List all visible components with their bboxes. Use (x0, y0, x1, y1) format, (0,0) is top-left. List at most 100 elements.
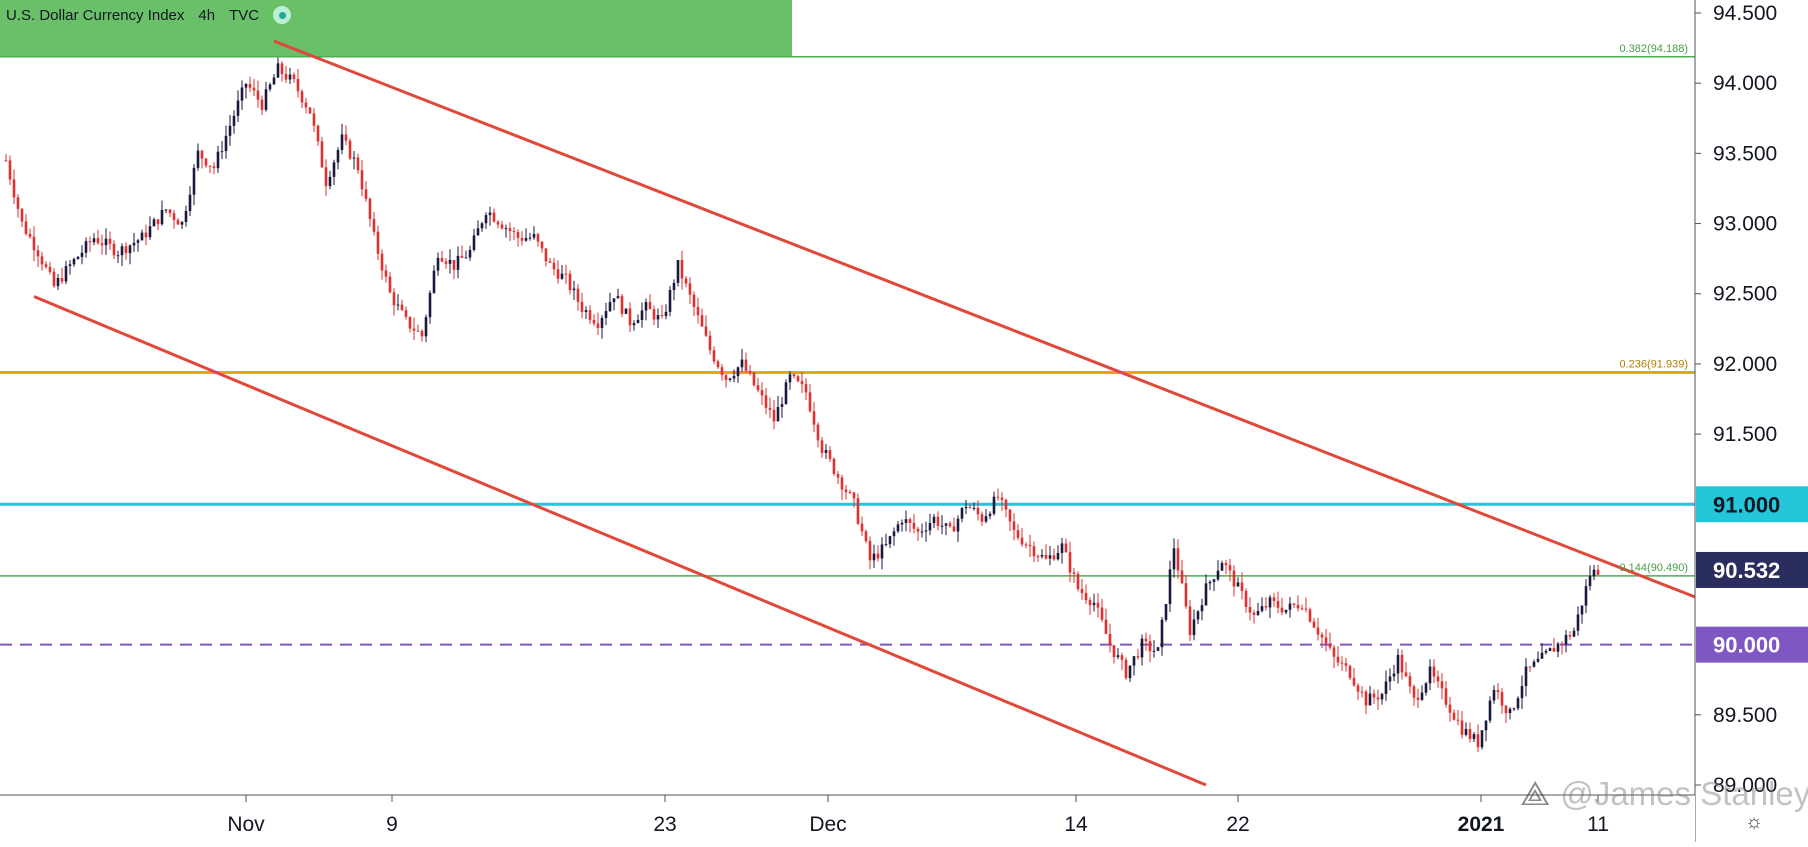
candle-body (788, 374, 792, 383)
candle-body (664, 311, 668, 316)
candle-body (164, 209, 168, 211)
candle-body (500, 224, 504, 229)
fib-level-label: 0.144(90.490) (1620, 562, 1689, 574)
candle-body (1228, 565, 1232, 571)
candle-body (932, 516, 936, 524)
candle-body (772, 409, 776, 422)
candle-body (1196, 611, 1200, 620)
candle-body (656, 315, 660, 320)
time-tick-label: 2021 (1458, 813, 1505, 836)
candle-body (756, 385, 760, 391)
candle-body (488, 212, 492, 216)
candle-body (1332, 647, 1336, 657)
candle-body (336, 149, 340, 163)
candle-body (712, 350, 716, 362)
candle-body (1244, 591, 1248, 608)
candle-body (700, 315, 704, 327)
candle-body (148, 226, 152, 238)
gear-icon[interactable]: ☼ (1744, 811, 1764, 833)
candle-body (452, 259, 456, 270)
green-dot-icon (273, 6, 292, 24)
time-tick-label: 9 (386, 813, 398, 836)
candle-body (324, 167, 328, 187)
candle-body (836, 473, 840, 478)
candle-body (644, 302, 648, 311)
candle-body (52, 271, 56, 287)
level-badge-90 (1696, 626, 1808, 663)
candle-body (368, 198, 372, 219)
candle-body (1316, 627, 1320, 635)
candle-body (1024, 544, 1028, 546)
candle-body (220, 151, 224, 153)
candle-body (1324, 637, 1328, 644)
candle-body (1124, 659, 1128, 679)
candle-body (56, 277, 60, 287)
candle-body (1208, 581, 1212, 584)
candle-body (484, 215, 488, 224)
candle-body (1248, 607, 1252, 613)
candle-body (1388, 676, 1392, 682)
candle-body (592, 319, 596, 324)
candle-body (692, 294, 696, 307)
candle-body (376, 231, 380, 254)
candle-body (1544, 650, 1548, 653)
candle-body (1432, 666, 1436, 677)
candle-body (1036, 556, 1040, 558)
candle-body (108, 238, 112, 244)
candle-body (1504, 705, 1508, 714)
candle-body (1180, 570, 1184, 584)
candle-body (1220, 563, 1224, 571)
candle-body (1204, 583, 1208, 606)
candle-body (1236, 582, 1240, 587)
candle-body (272, 77, 276, 85)
candle-body (88, 241, 92, 243)
candle-body (620, 296, 624, 314)
candle-body (380, 253, 384, 271)
candle-body (172, 213, 176, 220)
candle-body (1156, 647, 1160, 651)
candle-body (100, 243, 104, 246)
candle-body (1084, 592, 1088, 601)
candle-body (824, 450, 828, 453)
candle-body (1260, 606, 1264, 612)
candle-body (992, 496, 996, 514)
candle-body (1380, 693, 1384, 700)
candle-body (384, 270, 388, 277)
price-tick-label: 93.000 (1713, 213, 1777, 236)
candle-body (1028, 544, 1032, 547)
candle-body (956, 518, 960, 532)
candle-body (964, 506, 968, 509)
interval-label[interactable]: 4h (198, 6, 216, 24)
candle-body (1080, 589, 1084, 593)
candle-body (424, 317, 428, 337)
candle-body (344, 134, 348, 141)
candle-body (1540, 652, 1544, 659)
candle-body (420, 330, 424, 337)
candle-body (796, 376, 800, 382)
candle-body (1520, 686, 1524, 699)
candle-body (1032, 546, 1036, 557)
candle-body (208, 165, 212, 167)
candle-body (552, 262, 556, 270)
candle-body (816, 424, 820, 441)
candle-body (372, 218, 376, 232)
candle-body (416, 330, 420, 332)
candle-body (1004, 499, 1008, 510)
time-axis-bg (0, 795, 1695, 842)
candle-body (1040, 554, 1044, 557)
candle-body (972, 507, 976, 509)
source-label: TVC (229, 6, 260, 24)
candle-body (1424, 683, 1428, 693)
candle-body (752, 372, 756, 386)
symbol-header[interactable]: U.S. Dollar Currency Index 4h TVC (0, 0, 330, 30)
candle-body (684, 278, 688, 284)
candle-body (1400, 654, 1404, 673)
candle-body (884, 544, 888, 546)
candle-body (876, 553, 880, 559)
candle-body (800, 381, 804, 385)
candle-body (1372, 693, 1376, 698)
candle-body (1064, 543, 1068, 553)
candle-body (1076, 573, 1080, 590)
